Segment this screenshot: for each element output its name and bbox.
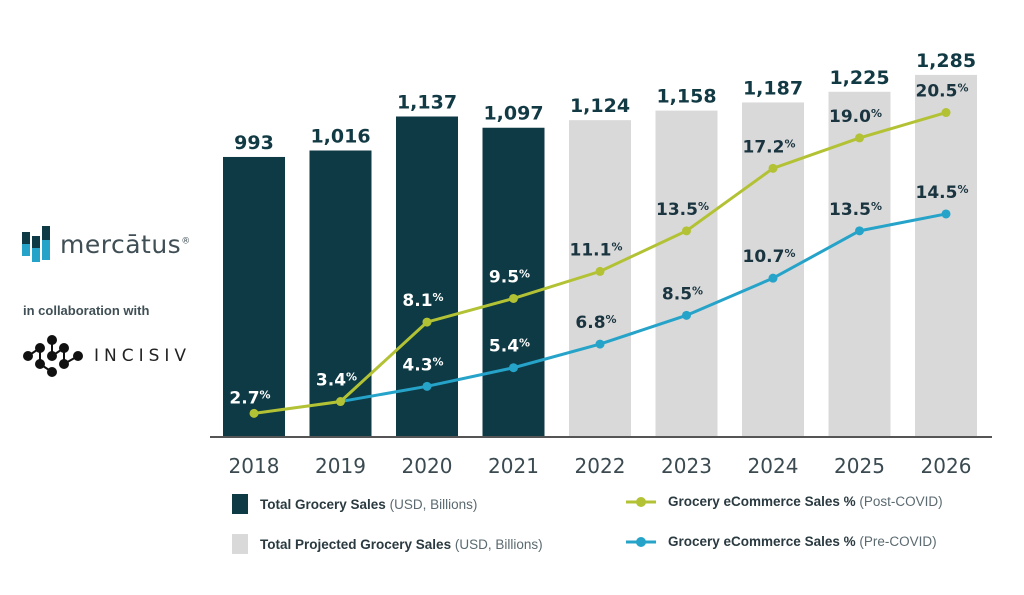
x-tick-label: 2023 (661, 454, 712, 478)
data-point (855, 133, 864, 143)
data-point-label: 19.0% (829, 107, 882, 127)
x-tick-label: 2026 (921, 454, 972, 478)
bar-value-label: 1,158 (656, 86, 716, 108)
legend-item-pre-covid: Grocery eCommerce Sales % (Pre-COVID) (626, 534, 937, 549)
incisiv-dots-icon (23, 335, 83, 377)
data-point (768, 163, 778, 173)
data-point-label: 13.5% (656, 200, 709, 220)
legend-item-post-covid: Grocery eCommerce Sales % (Post-COVID) (626, 494, 943, 509)
data-point (249, 408, 259, 418)
data-point-label: 14.5% (916, 183, 969, 203)
bar-2023 (655, 110, 718, 437)
data-point (595, 339, 605, 349)
x-tick-label: 2020 (402, 454, 453, 478)
legend-sublabel: (USD, Billions) (389, 496, 478, 512)
data-point-label: 11.1% (570, 240, 623, 260)
data-point-label: 6.8% (575, 313, 616, 333)
incisiv-logo: INCISIV (22, 334, 191, 378)
data-point (595, 266, 605, 276)
mercatus-wordmark: mercātus (60, 229, 182, 259)
bar-2019 (309, 150, 372, 436)
legend-label: Grocery eCommerce Sales % (668, 534, 856, 549)
mercatus-bars-icon (22, 226, 50, 262)
registered-mark: ® (181, 236, 191, 247)
bar-value-label: 1,225 (829, 67, 889, 89)
bar-value-label: 1,097 (483, 103, 543, 125)
bar-value-label: 1,187 (743, 77, 803, 99)
data-point-label: 8.1% (402, 291, 443, 311)
data-point (509, 293, 518, 303)
legend-item-actual: Total Grocery Sales (USD, Billions) (232, 494, 477, 514)
data-point (336, 397, 345, 407)
x-tick-label: 2021 (488, 454, 539, 478)
legend-line-pre-covid-icon (626, 536, 656, 547)
bar-2018 (223, 156, 285, 437)
legend-sublabel: (Post-COVID) (859, 494, 943, 509)
data-point-label: 2.7% (229, 388, 270, 408)
legend-swatch-projected (232, 534, 248, 554)
incisiv-wordmark: INCISIV (94, 346, 192, 366)
legend-swatch-actual (232, 494, 248, 514)
legend-label: Total Projected Grocery Sales (260, 536, 452, 552)
data-point-label: 9.5% (489, 267, 530, 287)
legend-sublabel: (USD, Billions) (454, 536, 543, 552)
x-tick-label: 2018 (229, 454, 280, 478)
data-point-label: 10.7% (743, 247, 796, 267)
data-point (422, 381, 432, 391)
x-tick-label: 2025 (834, 454, 885, 478)
data-point-label: 5.4% (489, 337, 530, 357)
data-point-label: 8.5% (662, 284, 703, 304)
data-point-label: 3.4% (316, 371, 357, 391)
data-point (509, 363, 518, 373)
bar-2026 (915, 74, 977, 436)
x-tick-label: 2019 (315, 454, 366, 478)
bar-value-label: 993 (234, 132, 274, 154)
series-line-pre-covid (340, 212, 947, 404)
data-point-label: 4.3% (402, 355, 443, 375)
legend-label: Grocery eCommerce Sales % (668, 494, 856, 509)
bar-2024 (742, 102, 804, 436)
data-point (855, 226, 864, 236)
data-point-label: 17.2% (743, 137, 796, 157)
data-point (768, 273, 778, 283)
data-point (682, 226, 691, 236)
collab-text: in collaboration with (23, 303, 150, 318)
bar-value-label: 1,124 (570, 95, 630, 117)
data-point (682, 310, 691, 320)
x-tick-label: 2022 (575, 454, 626, 478)
bar-value-label: 1,016 (310, 126, 370, 148)
data-point (941, 108, 951, 118)
bar-2025 (828, 91, 891, 437)
legend-line-post-covid-icon (626, 496, 656, 507)
data-point (941, 209, 951, 219)
mercatus-logo: mercātus® (22, 226, 191, 262)
data-point (422, 317, 432, 327)
data-point-label: 20.5% (916, 82, 969, 102)
legend-sublabel: (Pre-COVID) (859, 534, 937, 549)
x-tick-label: 2024 (748, 454, 799, 478)
legend-item-projected: Total Projected Grocery Sales (USD, Bill… (232, 534, 543, 554)
data-point-label: 13.5% (829, 200, 882, 220)
bar-value-label: 1,285 (916, 50, 976, 72)
bar-value-label: 1,137 (397, 92, 457, 114)
legend-label: Total Grocery Sales (260, 496, 386, 512)
bar-2021 (482, 127, 545, 437)
